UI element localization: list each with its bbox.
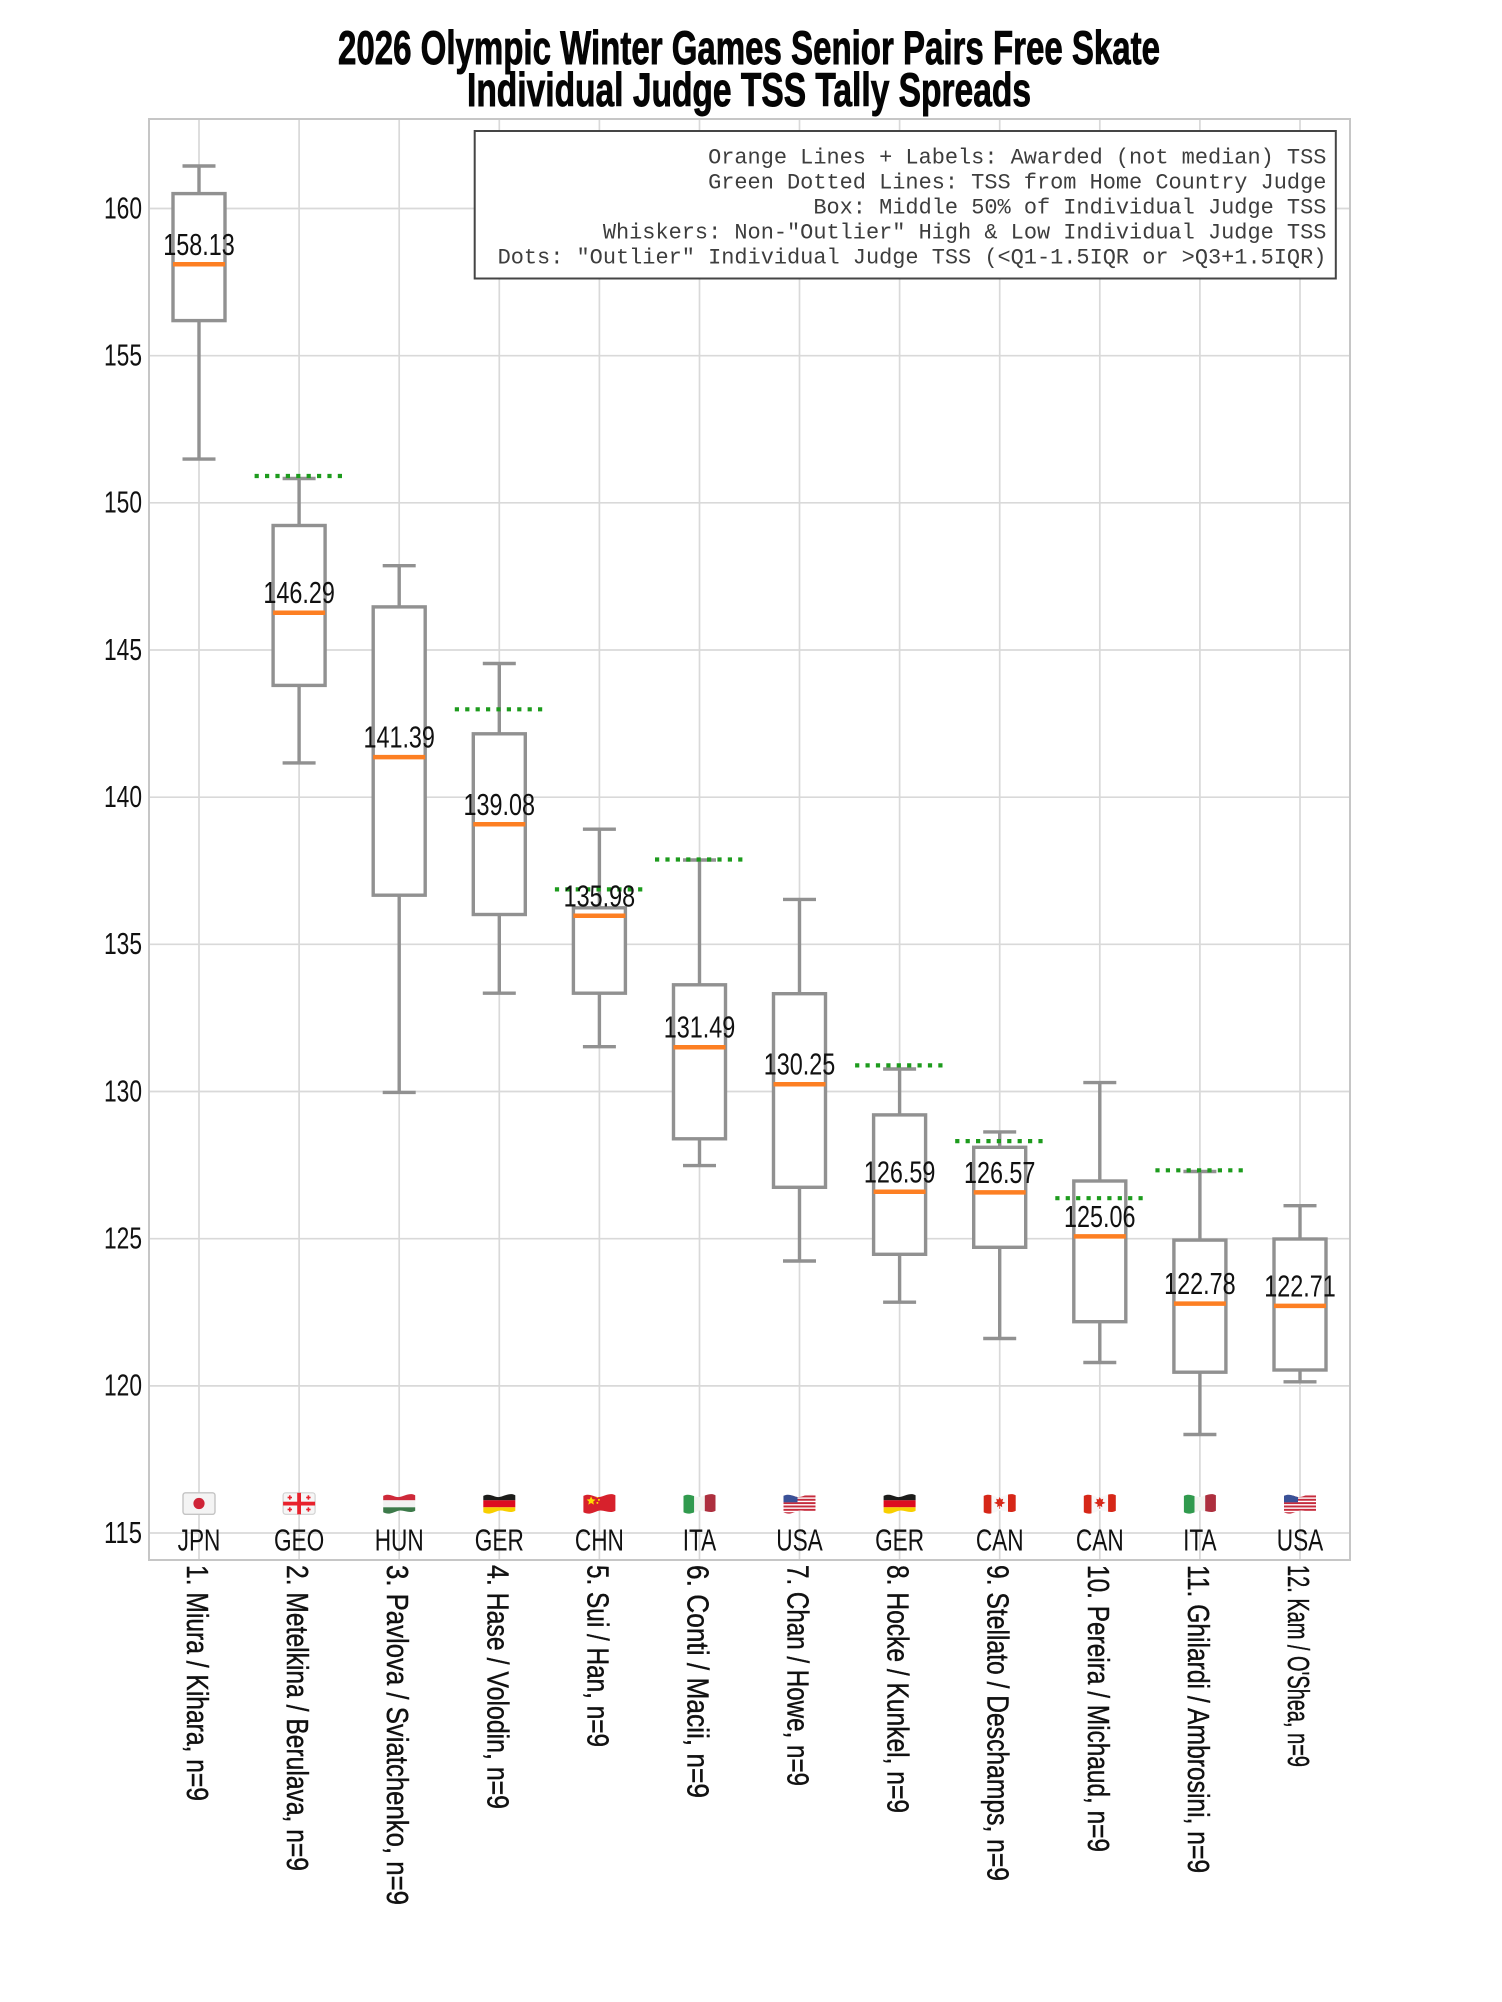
svg-text:GER: GER <box>475 1522 524 1557</box>
svg-text:126.57: 126.57 <box>964 1155 1036 1190</box>
svg-text:160: 160 <box>104 190 142 225</box>
svg-text:145: 145 <box>104 632 142 667</box>
svg-text:CHN: CHN <box>575 1522 624 1557</box>
svg-text:Dots: "Outlier" Individual Jud: Dots: "Outlier" Individual Judge TSS (<Q… <box>498 245 1327 270</box>
svg-text:140: 140 <box>104 779 142 814</box>
svg-text:Box: Middle 50% of Individual: Box: Middle 50% of Individual Judge TSS <box>813 196 1326 221</box>
svg-text:GEO: GEO <box>274 1522 324 1557</box>
svg-text:130: 130 <box>104 1073 142 1108</box>
svg-text:3. Pavlova / Sviatchenko, n=9: 3. Pavlova / Sviatchenko, n=9 <box>380 1565 415 1905</box>
svg-text:USA: USA <box>776 1522 823 1557</box>
svg-text:135.98: 135.98 <box>564 878 636 913</box>
svg-text:120: 120 <box>104 1368 142 1403</box>
svg-text:Green Dotted Lines: TSS from H: Green Dotted Lines: TSS from Home Countr… <box>708 171 1326 196</box>
svg-text:130.25: 130.25 <box>764 1047 836 1082</box>
svg-text:Individual Judge TSS Tally Spr: Individual Judge TSS Tally Spreads <box>467 64 1031 117</box>
svg-text:12. Kam / O'Shea, n=9: 12. Kam / O'Shea, n=9 <box>1281 1565 1316 1767</box>
svg-text:5. Sui / Han, n=9: 5. Sui / Han, n=9 <box>580 1565 615 1747</box>
svg-text:135: 135 <box>104 926 142 961</box>
svg-text:JPN: JPN <box>178 1522 221 1557</box>
svg-text:158.13: 158.13 <box>163 227 235 262</box>
svg-text:USA: USA <box>1277 1522 1324 1557</box>
svg-text:150: 150 <box>104 485 142 520</box>
svg-text:ITA: ITA <box>1183 1522 1217 1557</box>
svg-text:4. Hase / Volodin, n=9: 4. Hase / Volodin, n=9 <box>480 1565 515 1809</box>
svg-text:2. Metelkina / Berulava, n=9: 2. Metelkina / Berulava, n=9 <box>280 1565 315 1871</box>
svg-text:126.59: 126.59 <box>864 1154 936 1189</box>
svg-text:Orange Lines + Labels: Awarded: Orange Lines + Labels: Awarded (not medi… <box>708 146 1326 171</box>
svg-text:1. Miura / Kihara, n=9: 1. Miura / Kihara, n=9 <box>180 1565 215 1801</box>
svg-text:6. Conti / Macii, n=9: 6. Conti / Macii, n=9 <box>681 1565 716 1798</box>
svg-text:146.29: 146.29 <box>263 575 335 610</box>
svg-text:155: 155 <box>104 338 142 373</box>
svg-text:CAN: CAN <box>976 1522 1024 1557</box>
svg-text:125.06: 125.06 <box>1064 1199 1136 1234</box>
svg-text:9. Stellato / Deschamps, n=9: 9. Stellato / Deschamps, n=9 <box>981 1565 1016 1881</box>
svg-text:2026 Olympic Winter Games Seni: 2026 Olympic Winter Games Senior Pairs F… <box>338 22 1160 75</box>
svg-text:HUN: HUN <box>375 1522 424 1557</box>
svg-text:GER: GER <box>875 1522 924 1557</box>
svg-text:115: 115 <box>104 1515 142 1550</box>
svg-text:122.71: 122.71 <box>1264 1268 1336 1303</box>
svg-text:141.39: 141.39 <box>363 720 435 755</box>
svg-text:ITA: ITA <box>683 1522 717 1557</box>
svg-text:11. Ghilardi / Ambrosini, n=9: 11. Ghilardi / Ambrosini, n=9 <box>1181 1565 1216 1873</box>
svg-text:125: 125 <box>104 1221 142 1256</box>
svg-text:8. Hocke / Kunkel, n=9: 8. Hocke / Kunkel, n=9 <box>881 1565 916 1813</box>
svg-text:122.78: 122.78 <box>1164 1266 1236 1301</box>
svg-text:Whiskers: Non-"Outlier" High &: Whiskers: Non-"Outlier" High & Low Indiv… <box>603 220 1327 245</box>
svg-text:139.08: 139.08 <box>464 787 536 822</box>
svg-text:7. Chan / Howe, n=9: 7. Chan / Howe, n=9 <box>781 1565 816 1786</box>
svg-text:CAN: CAN <box>1076 1522 1124 1557</box>
svg-text:10. Pereira / Michaud, n=9: 10. Pereira / Michaud, n=9 <box>1081 1565 1116 1852</box>
svg-text:131.49: 131.49 <box>664 1010 736 1045</box>
